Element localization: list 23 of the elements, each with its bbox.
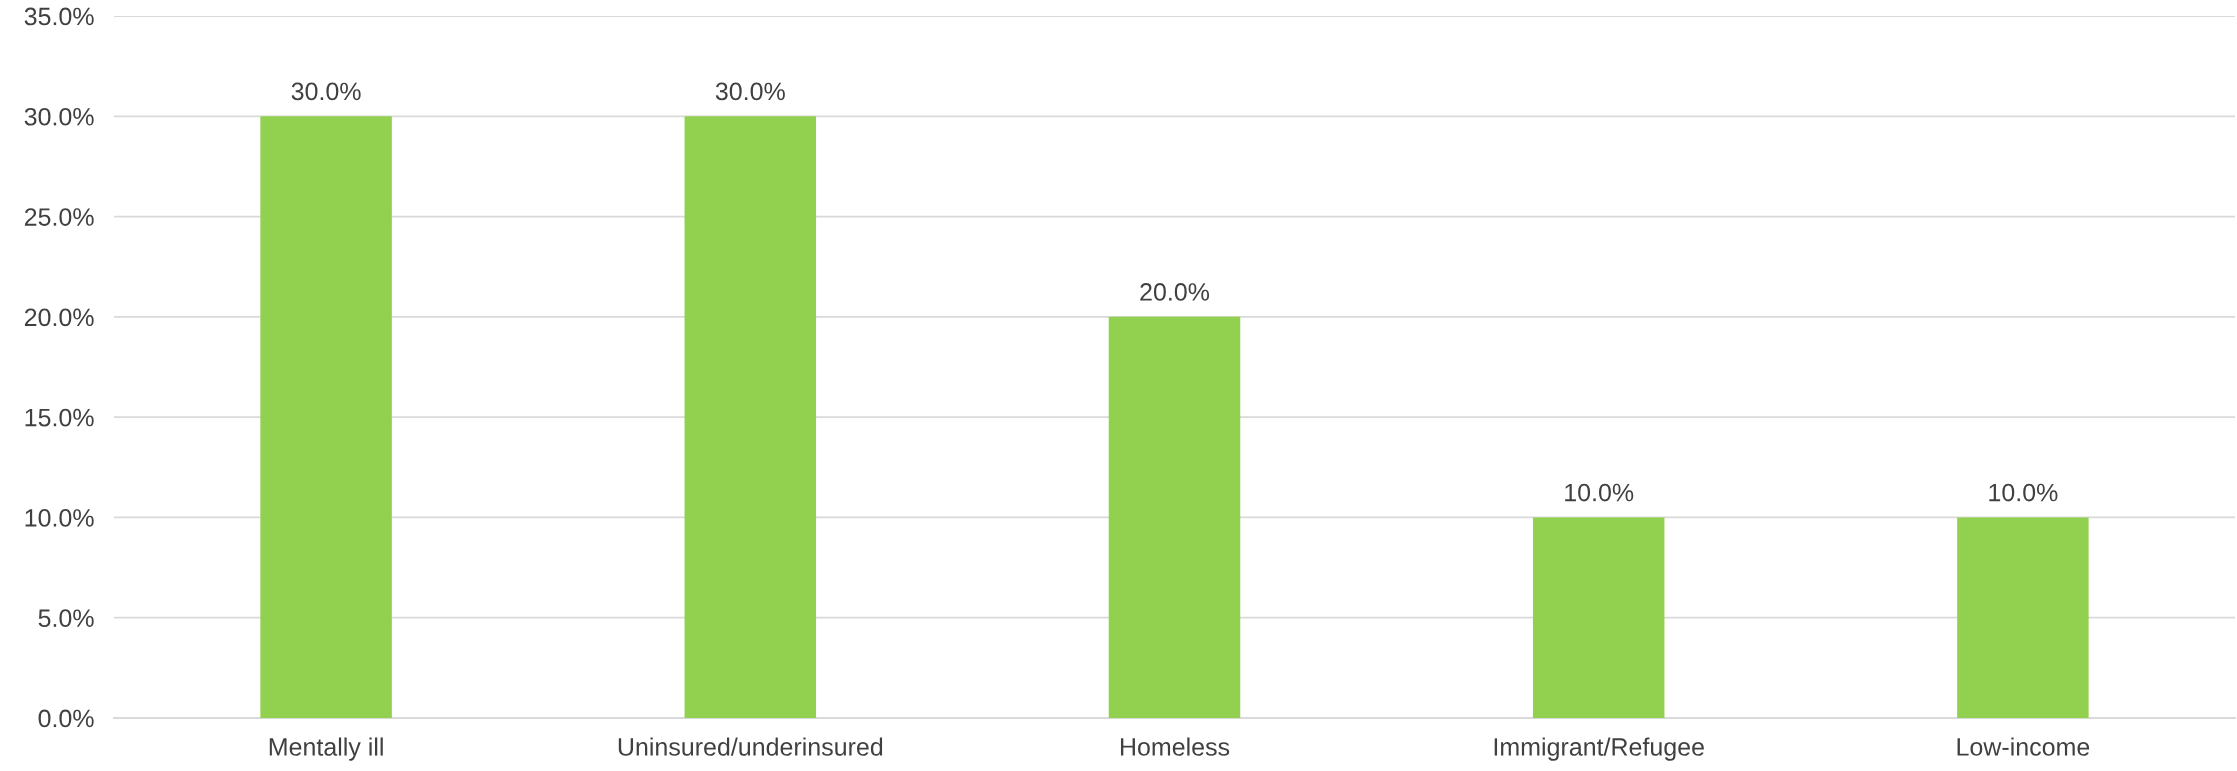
bar	[1108, 316, 1241, 718]
x-tick-label: Mentally ill	[269, 737, 383, 761]
bar	[260, 116, 392, 718]
y-tick-label: 35.0%	[24, 7, 94, 26]
data-label: 30.0%	[291, 82, 361, 101]
data-label: 10.0%	[1989, 483, 2058, 502]
data-label: 10.0%	[1565, 483, 1634, 502]
x-tick-label: Homeless	[1120, 737, 1230, 756]
y-tick-label: 20.0%	[24, 308, 94, 327]
y-tick-label: 15.0%	[25, 408, 94, 427]
bar	[1532, 517, 1665, 718]
x-tick-label: Uninsured/underinsured	[618, 737, 883, 756]
bar	[1957, 517, 2089, 718]
y-tick-label: 10.0%	[25, 509, 94, 527]
y-tick-label: 25.0%	[24, 208, 94, 226]
y-tick-label: 5.0%	[38, 609, 94, 628]
x-tick-label: Low-income	[1957, 737, 2090, 756]
y-tick-label: 0.0%	[38, 709, 94, 728]
data-label: 30.0%	[715, 82, 785, 101]
y-tick-label: 30.0%	[24, 107, 94, 126]
bar	[684, 116, 817, 718]
x-tick-label: Immigrant/Refugee	[1494, 737, 1704, 761]
data-label: 20.0%	[1140, 283, 1210, 301]
